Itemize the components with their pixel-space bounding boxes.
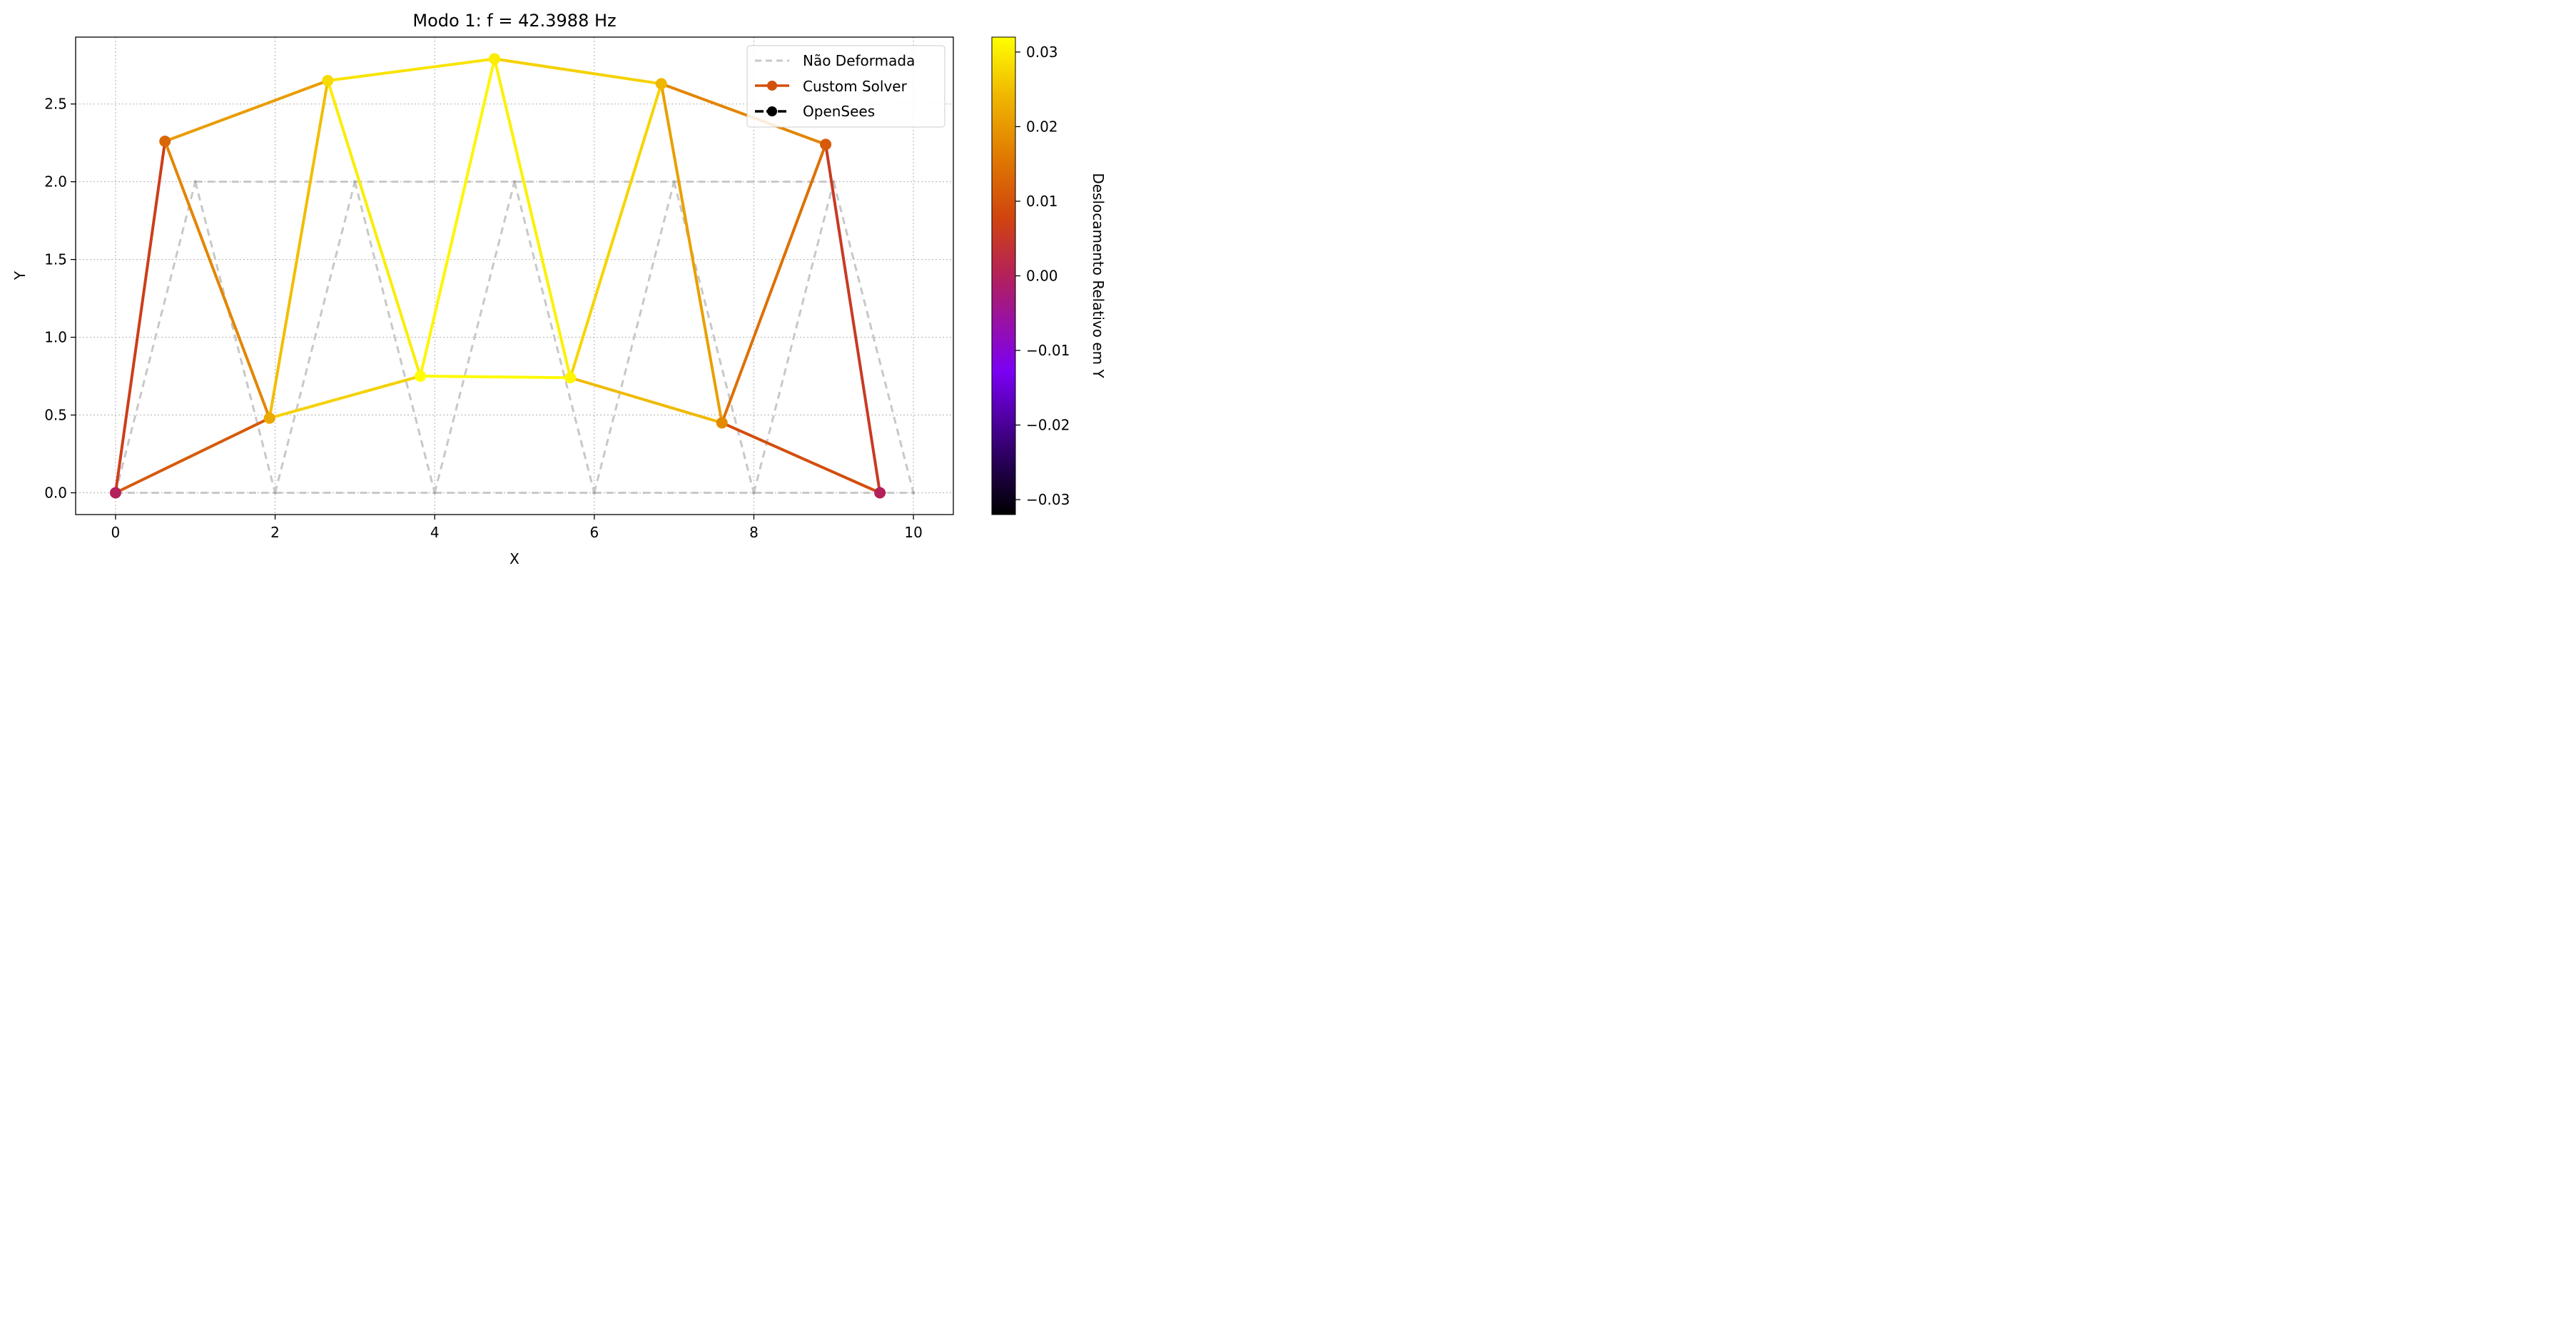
custom-solver-node <box>415 370 427 383</box>
y-tick-label: 1.5 <box>44 251 67 268</box>
custom-solver-element <box>720 421 882 495</box>
custom-solver-node <box>655 78 667 90</box>
colorbar-tick-label: 0.02 <box>1026 118 1058 135</box>
custom-solver-element <box>824 143 882 495</box>
custom-solver-element <box>163 140 271 420</box>
legend-box <box>746 45 945 128</box>
undeformed-element <box>274 181 356 493</box>
custom-solver-element <box>113 140 167 495</box>
custom-solver-node <box>109 487 121 499</box>
custom-solver-node <box>489 53 501 65</box>
custom-solver-element <box>493 57 572 380</box>
custom-solver-element <box>569 82 663 380</box>
y-tick-label: 0.5 <box>44 407 67 424</box>
undeformed-element <box>114 181 197 493</box>
undeformed-node <box>672 180 676 183</box>
undeformed-element <box>194 181 276 493</box>
undeformed-node <box>912 491 916 495</box>
colorbar-tick-label: −0.01 <box>1026 342 1070 359</box>
undeformed-element <box>753 181 835 493</box>
x-tick-label: 10 <box>904 524 922 541</box>
undeformed-node <box>513 180 516 183</box>
legend: Não Deformada Custom Solver OpenSees <box>746 45 945 128</box>
custom-solver-element <box>569 376 724 425</box>
undeformed-node <box>752 491 756 495</box>
colorbar-tick-label: 0.03 <box>1026 44 1058 61</box>
colorbar-tick-label: 0.00 <box>1026 268 1058 285</box>
custom-solver-element <box>659 82 828 146</box>
undeformed-element <box>433 181 516 493</box>
plot-frame <box>75 36 954 515</box>
x-axis-ticks: 0 2 4 6 8 10 <box>111 515 923 541</box>
y-axis-label: Y <box>11 270 29 280</box>
undeformed-element <box>832 181 915 493</box>
custom-solver-element <box>419 375 572 380</box>
legend-marker-opensees <box>767 106 777 116</box>
custom-solver-node <box>159 136 171 148</box>
custom-solver-element <box>659 82 724 425</box>
chart-title: Modo 1: f = 42.3988 Hz <box>412 11 616 31</box>
custom-solver-element <box>326 79 422 378</box>
custom-solver-element <box>419 57 497 378</box>
colorbar: 0.03 0.02 0.01 0.00 −0.01 −0.02 −0.03 Deslocam… <box>991 36 1107 515</box>
colorbar-label: Deslocamento Relativo em Y <box>1090 173 1107 378</box>
y-axis-ticks: 0.0 0.5 1.0 1.5 2.0 2.5 <box>44 96 76 501</box>
custom-solver-node <box>716 417 728 429</box>
custom-solver-element <box>268 79 330 420</box>
x-tick-label: 6 <box>589 524 599 541</box>
x-axis-label: X <box>509 550 519 567</box>
legend-label-custom-solver: Custom Solver <box>803 78 908 95</box>
legend-label-opensees: OpenSees <box>803 103 875 120</box>
y-tick-label: 0.0 <box>44 484 67 501</box>
custom-solver-element <box>493 57 663 86</box>
chart: Modo 1: f = 42.3988 Hz 0 2 4 6 8 10 0.0 0.5 1.0… <box>11 11 1107 567</box>
undeformed-node <box>592 491 596 495</box>
undeformed-element <box>353 181 436 493</box>
undeformed-element <box>593 181 676 493</box>
undeformed-structure <box>113 180 916 495</box>
y-tick-label: 1.0 <box>44 329 67 346</box>
custom-solver-element <box>268 375 422 420</box>
custom-solver-element <box>326 57 497 83</box>
colorbar-ticks: 0.03 0.02 0.01 0.00 −0.01 −0.02 −0.03 <box>1015 44 1070 508</box>
legend-marker-custom-solver <box>767 81 777 91</box>
x-tick-label: 8 <box>749 524 759 541</box>
undeformed-node <box>273 491 277 495</box>
deformed-structure-lines <box>113 57 882 495</box>
custom-solver-node <box>874 487 886 499</box>
x-tick-label: 4 <box>430 524 440 541</box>
custom-solver-node <box>322 75 334 87</box>
custom-solver-node <box>564 372 577 384</box>
custom-solver-element <box>113 416 271 495</box>
y-tick-label: 2.5 <box>44 96 67 113</box>
colorbar-tick-label: −0.03 <box>1026 491 1070 508</box>
x-tick-label: 0 <box>111 524 121 541</box>
custom-solver-node <box>820 138 832 151</box>
undeformed-node <box>353 180 357 183</box>
undeformed-node <box>193 180 197 183</box>
x-tick-label: 2 <box>270 524 280 541</box>
colorbar-tick-label: 0.01 <box>1026 193 1058 210</box>
undeformed-node <box>433 491 437 495</box>
undeformed-element <box>513 181 596 493</box>
colorbar-tick-label: −0.02 <box>1026 417 1070 434</box>
custom-solver-element <box>720 143 828 425</box>
legend-label-undeformed: Não Deformada <box>803 52 915 69</box>
y-tick-label: 2.0 <box>44 173 67 191</box>
custom-solver-element <box>163 79 330 143</box>
deformed-structure-nodes <box>109 53 886 499</box>
colorbar-gradient <box>991 36 1016 515</box>
custom-solver-node <box>263 412 275 424</box>
